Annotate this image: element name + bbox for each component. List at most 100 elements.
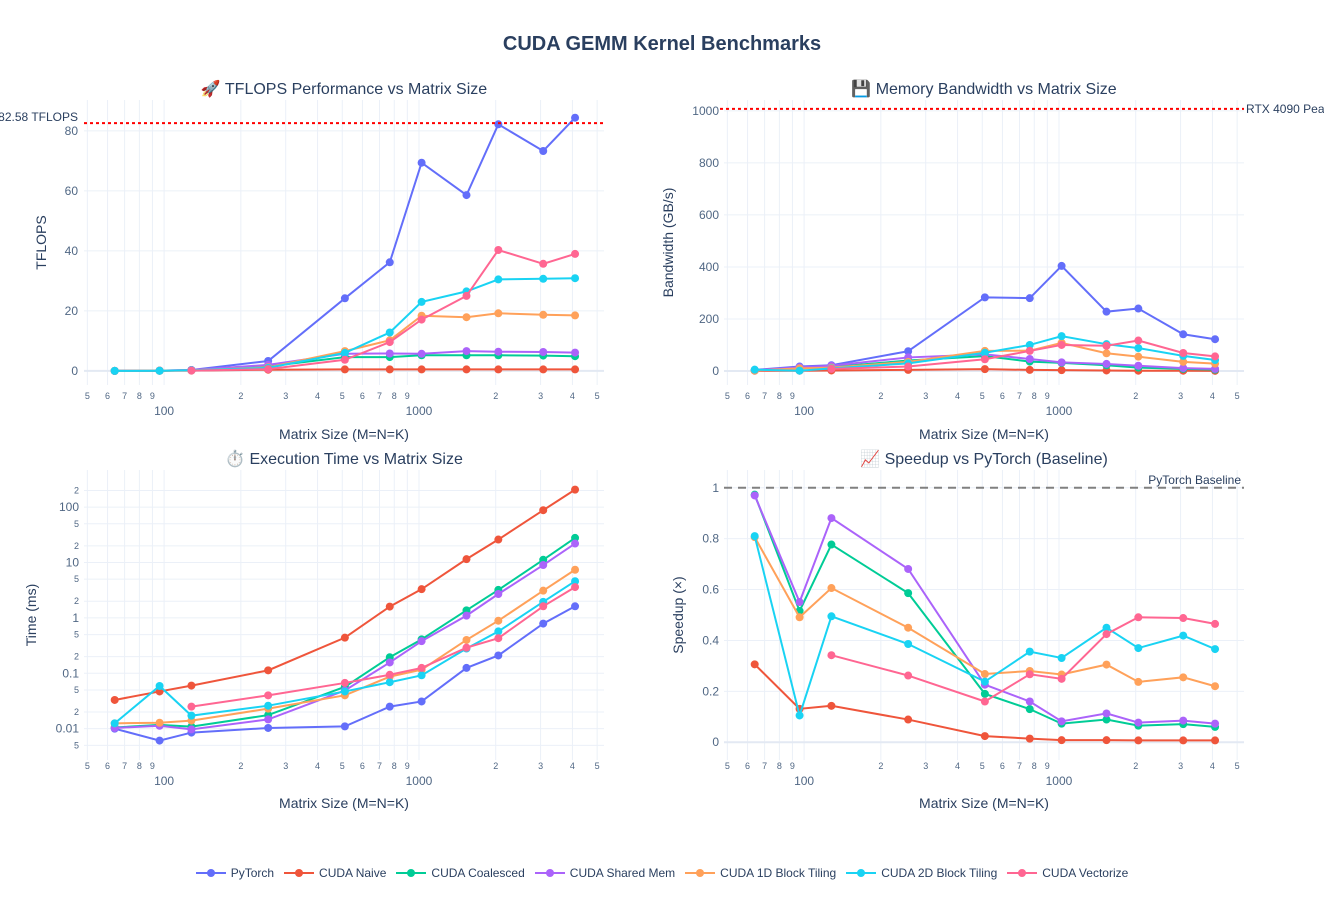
y-tick-label: 0 <box>712 364 719 378</box>
data-point <box>385 678 394 687</box>
y-axis-title: Time (ms) <box>23 584 39 646</box>
x-tick-label: 6 <box>360 761 365 771</box>
series-cuda-shared-mem <box>110 539 580 734</box>
series-cuda-vectorize <box>187 246 580 375</box>
x-tick-label: 6 <box>745 391 750 401</box>
data-point <box>494 365 503 374</box>
legend-label: CUDA Shared Mem <box>569 866 676 880</box>
data-point <box>187 711 196 720</box>
data-point <box>1102 359 1111 368</box>
data-point <box>980 697 989 706</box>
x-tick-label: 5 <box>340 391 345 401</box>
y-tick-label: 5 <box>74 519 79 529</box>
legend-swatch-icon <box>284 864 315 882</box>
x-tick-label: 6 <box>1000 391 1005 401</box>
data-point <box>494 651 503 660</box>
x-tick-label: 9 <box>790 761 795 771</box>
data-point <box>187 702 196 711</box>
x-tick-label: 7 <box>122 761 127 771</box>
data-point <box>827 514 836 523</box>
data-point <box>1211 682 1220 691</box>
y-tick-label: 800 <box>699 156 719 170</box>
y-tick-label: 2 <box>74 652 79 662</box>
data-point <box>417 671 426 680</box>
data-point <box>1211 736 1220 745</box>
data-point <box>110 695 119 704</box>
y-tick-label: 0.1 <box>62 666 79 680</box>
legend-item[interactable]: CUDA Coalesced <box>396 864 525 882</box>
legend-item[interactable]: PyTorch <box>195 864 274 882</box>
y-tick-label: 40 <box>65 244 79 258</box>
data-point <box>340 633 349 642</box>
legend-item[interactable]: CUDA 1D Block Tiling <box>685 864 836 882</box>
data-point <box>1211 352 1220 361</box>
data-point <box>1179 364 1188 373</box>
y-tick-label: 100 <box>59 500 79 514</box>
y-tick-label: 5 <box>74 574 79 584</box>
x-tick-label: 4 <box>315 391 320 401</box>
legend-swatch-icon <box>1007 864 1038 882</box>
data-point <box>1102 736 1111 745</box>
data-point <box>1179 736 1188 745</box>
data-point <box>385 328 394 337</box>
y-tick-label: 0.4 <box>702 633 719 647</box>
data-point <box>539 310 548 319</box>
data-point <box>571 583 580 592</box>
x-tick-label: 8 <box>777 761 782 771</box>
data-point <box>1134 344 1143 353</box>
y-axis-title: Bandwidth (GB/s) <box>660 188 676 298</box>
data-point <box>494 347 503 356</box>
x-axis-title: Matrix Size (M=N=K) <box>279 426 409 442</box>
data-point <box>1211 619 1220 628</box>
x-tick-label: 8 <box>137 761 142 771</box>
data-point <box>1025 705 1034 714</box>
data-point <box>980 670 989 679</box>
x-tick-label: 100 <box>794 404 814 418</box>
legend-item[interactable]: CUDA 2D Block Tiling <box>846 864 997 882</box>
data-point <box>539 259 548 268</box>
x-tick-label: 7 <box>762 391 767 401</box>
data-point <box>340 348 349 357</box>
legend-swatch-icon <box>534 864 565 882</box>
data-point <box>571 533 580 542</box>
data-point <box>1025 354 1034 363</box>
y-tick-label: 5 <box>74 630 79 640</box>
data-point <box>1057 653 1066 662</box>
x-tick-label: 2 <box>493 761 498 771</box>
legend-label: CUDA Naive <box>319 866 387 880</box>
y-axis-title: TFLOPS <box>33 215 49 269</box>
series-cuda-vectorize <box>187 583 580 711</box>
x-tick-label: 6 <box>105 391 110 401</box>
data-point <box>904 347 913 356</box>
data-point <box>494 535 503 544</box>
data-point <box>750 491 759 500</box>
legend-item[interactable]: CUDA Vectorize <box>1007 864 1128 882</box>
x-tick-label: 4 <box>570 761 575 771</box>
y-tick-label: 2 <box>74 596 79 606</box>
x-tick-label: 7 <box>1017 391 1022 401</box>
y-tick-label: 0 <box>712 735 719 749</box>
data-point <box>494 246 503 254</box>
data-point <box>1211 645 1220 654</box>
data-point <box>571 348 580 357</box>
legend-label: CUDA 1D Block Tiling <box>720 866 837 880</box>
data-point <box>494 120 503 129</box>
x-tick-label: 3 <box>283 761 288 771</box>
legend-item[interactable]: CUDA Naive <box>284 864 386 882</box>
data-point <box>571 539 580 548</box>
y-tick-label: 400 <box>699 260 719 274</box>
x-tick-label: 2 <box>1133 761 1138 771</box>
legend-item[interactable]: CUDA Shared Mem <box>534 864 676 882</box>
data-point <box>264 723 273 732</box>
data-point <box>417 663 426 672</box>
subplot-title: ⏱️ Execution Time vs Matrix Size <box>225 449 463 468</box>
data-point <box>264 365 273 374</box>
data-point <box>827 540 836 549</box>
x-tick-label: 2 <box>238 391 243 401</box>
y-tick-label: 60 <box>65 184 79 198</box>
y-tick-label: 1000 <box>692 104 719 118</box>
y-tick-label: 0.2 <box>702 684 719 698</box>
